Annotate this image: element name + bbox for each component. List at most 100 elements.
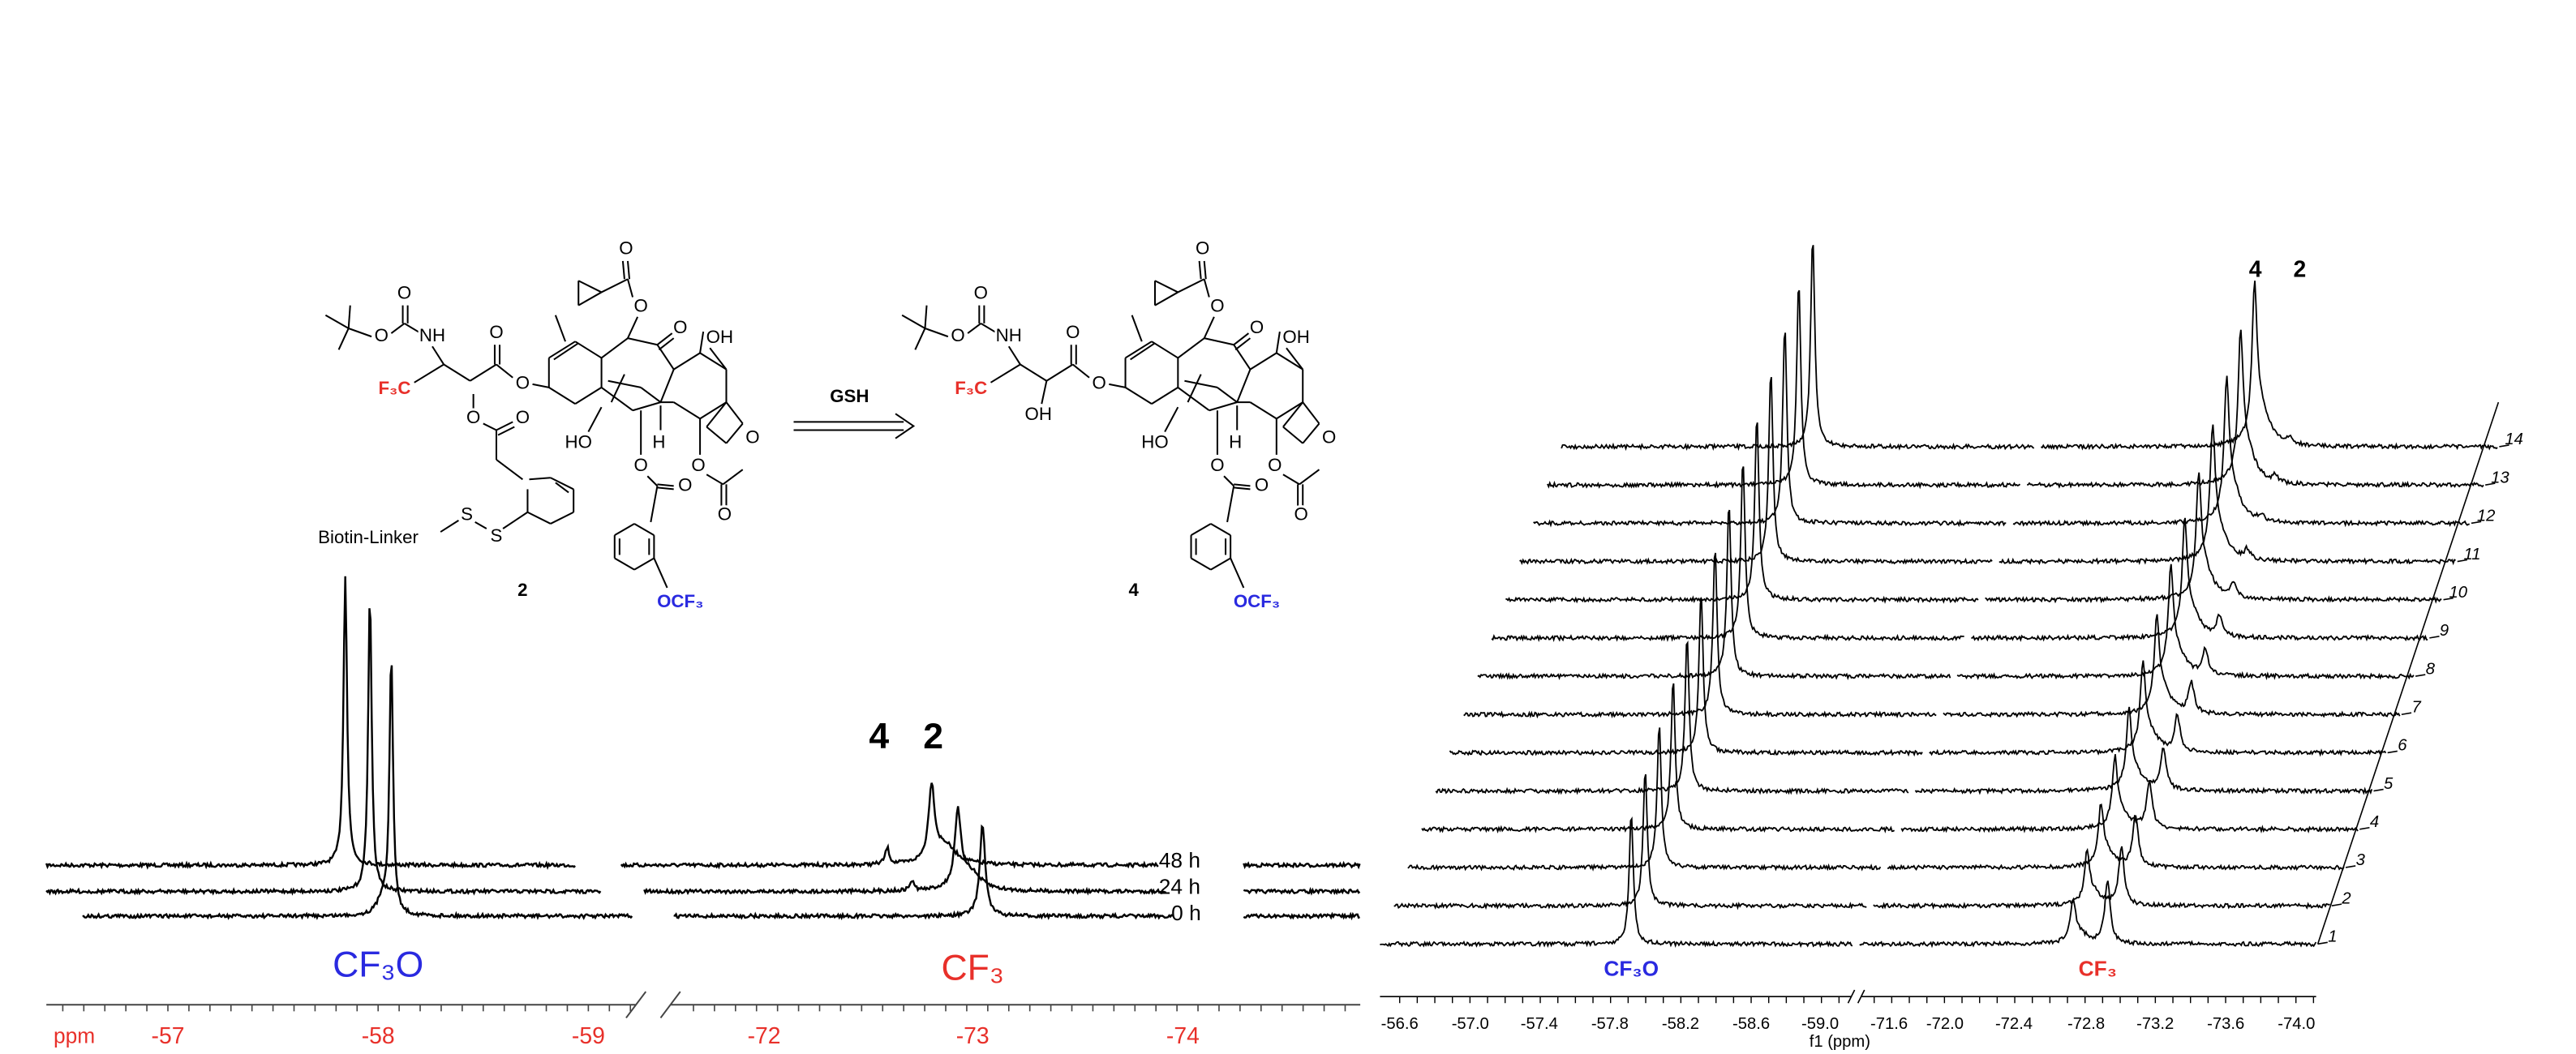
bond — [722, 469, 744, 486]
bond — [1249, 401, 1277, 420]
bond — [502, 511, 529, 529]
bond — [443, 363, 471, 382]
bond — [497, 426, 515, 436]
bond — [1124, 387, 1153, 405]
row-label: 5 — [2384, 775, 2394, 793]
bond — [632, 401, 661, 412]
bond — [390, 323, 406, 334]
row-label: 4 — [2370, 813, 2379, 831]
row-label: 11 — [2463, 546, 2480, 563]
axis-line — [46, 991, 1361, 1019]
bond — [1223, 475, 1234, 487]
peak-label: 2 — [2293, 257, 2306, 283]
axis-tick-label: -71.6 — [1870, 1015, 1908, 1033]
spectrum-trace — [1449, 598, 1923, 757]
spectrum-trace — [1561, 245, 2035, 452]
spectrum-trace — [82, 665, 633, 920]
row-label: 9 — [2440, 622, 2449, 640]
reaction-arrow — [793, 413, 916, 439]
row-tick — [2471, 521, 2482, 525]
trace-label: 24 h — [1159, 874, 1200, 898]
bond — [1210, 523, 1231, 536]
spectrum-trace — [1900, 754, 2359, 834]
atom-label: Biotin-Linker — [318, 527, 419, 547]
compound-label: 4 — [1128, 580, 1139, 600]
bond — [404, 323, 422, 334]
atom-label: OCF₃ — [657, 591, 703, 611]
bond — [621, 260, 625, 280]
spectrum-trace — [673, 824, 1174, 921]
axis-tick-label: -56.6 — [1381, 1015, 1419, 1033]
bond — [1226, 486, 1235, 523]
atom-label: NH — [996, 325, 1022, 345]
bond — [1302, 422, 1320, 444]
row-tick — [2387, 750, 2398, 754]
bond — [550, 477, 574, 491]
atom-label: O — [397, 282, 411, 302]
bond — [633, 523, 655, 536]
axis-tick-label: -59.0 — [1801, 1015, 1839, 1033]
bond — [1210, 557, 1231, 571]
row-tick — [2457, 559, 2468, 563]
atom-label: O — [678, 474, 692, 495]
bond — [657, 486, 674, 491]
reagent-label: GSH — [830, 386, 869, 406]
bond — [699, 331, 705, 353]
spectrum-trace — [2040, 281, 2498, 451]
bond — [600, 387, 633, 412]
axis-tick-label: -74.0 — [2278, 1015, 2315, 1033]
atom-label: NH — [419, 325, 445, 345]
atom-label: O — [466, 407, 480, 427]
bond — [646, 475, 659, 487]
spectrum-trace — [1435, 640, 1909, 795]
atom-label: H — [1229, 432, 1242, 452]
axis-tick-label: -57.0 — [1452, 1015, 1489, 1033]
bond — [640, 387, 662, 403]
atom-label: F₃C — [378, 378, 410, 398]
bond — [1177, 337, 1205, 359]
spectrum-trace — [1533, 332, 2007, 528]
bond — [725, 422, 744, 444]
row-label: 6 — [2398, 737, 2407, 755]
spectrum-trace — [1505, 422, 1979, 604]
bond — [347, 305, 351, 329]
row-tick — [2359, 826, 2370, 830]
bond — [990, 363, 1021, 383]
bond — [1154, 280, 1179, 293]
axis-tick-label: -72.4 — [1995, 1015, 2033, 1033]
bond — [577, 280, 603, 293]
bond — [1184, 379, 1218, 388]
bond — [483, 422, 497, 431]
bond — [1276, 352, 1303, 371]
atom-label: F₃C — [955, 378, 987, 398]
row-tick — [2443, 597, 2454, 601]
bond — [1130, 342, 1156, 361]
bond — [527, 511, 552, 525]
axis-tick-label: -57 — [152, 1023, 185, 1049]
atom-label: O — [745, 427, 759, 448]
row-label: 10 — [2449, 584, 2467, 602]
bond — [650, 486, 659, 523]
trace-label: 48 h — [1159, 848, 1200, 872]
bond — [1276, 401, 1303, 420]
bond — [627, 278, 634, 298]
bond — [1302, 401, 1320, 425]
axis-tick-label: -72 — [748, 1023, 781, 1049]
depth-axis — [2316, 401, 2500, 945]
spectrum-trace — [1477, 509, 1951, 680]
row-label: 14 — [2505, 431, 2523, 448]
bond — [1198, 260, 1202, 280]
bond — [1007, 345, 1021, 366]
axis-unit: ppm — [54, 1024, 95, 1048]
bond — [1177, 278, 1205, 293]
bond — [1045, 363, 1074, 382]
bond — [496, 421, 513, 431]
spectrum-trace — [1243, 886, 1361, 896]
spectrum-trace — [1999, 424, 2456, 566]
bond — [554, 315, 566, 342]
bond — [614, 523, 635, 536]
bond — [699, 352, 728, 371]
bond — [577, 291, 603, 306]
bond — [431, 345, 445, 366]
